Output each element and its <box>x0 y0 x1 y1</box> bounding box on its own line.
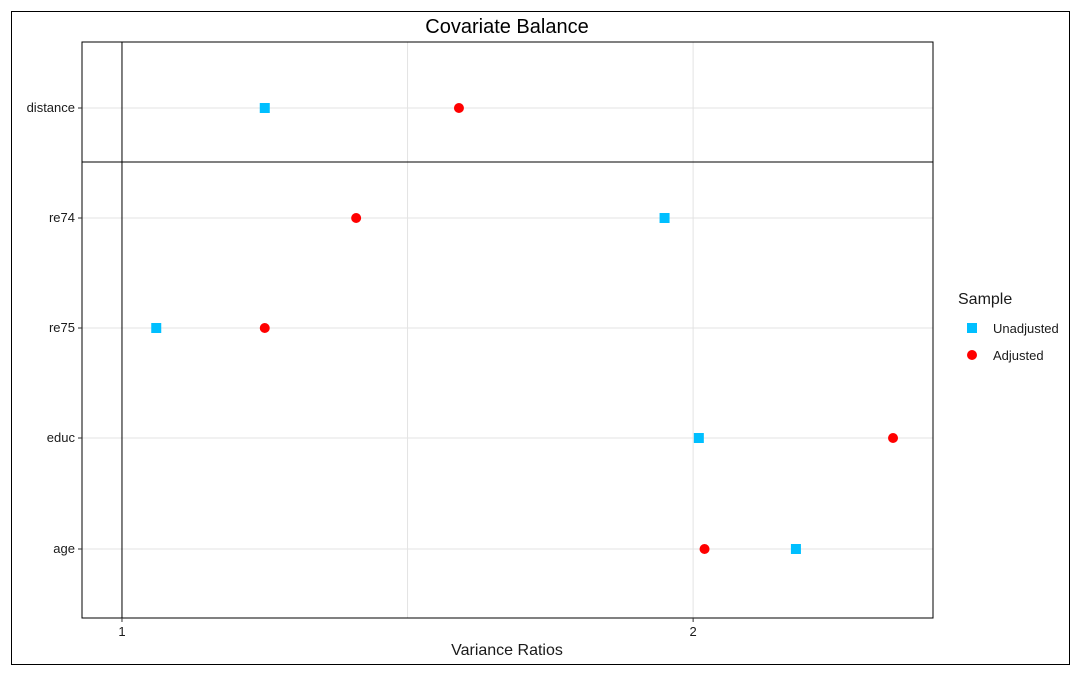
legend-title: Sample <box>958 291 1012 308</box>
point-adjusted-re74 <box>351 213 362 223</box>
y-tick-label: distance <box>27 100 75 115</box>
point-unadjusted-distance <box>259 103 270 113</box>
y-axis: distance re74 re75 educ age <box>27 100 82 556</box>
y-tick-label: age <box>53 541 75 556</box>
plot-panel <box>81 41 934 619</box>
legend-label-unadjusted: Unadjusted <box>993 321 1059 336</box>
chart-title: Covariate Balance <box>425 16 588 38</box>
point-adjusted-re75 <box>259 323 270 333</box>
legend: Sample Unadjusted Adjusted <box>958 291 1059 363</box>
point-unadjusted-re74 <box>659 213 670 223</box>
point-adjusted-educ <box>888 433 899 443</box>
point-unadjusted-age <box>790 544 801 554</box>
y-tick-label: re74 <box>49 210 75 225</box>
point-unadjusted-educ <box>693 433 704 443</box>
y-tick-label: educ <box>47 430 76 445</box>
y-tick-label: re75 <box>49 320 75 335</box>
legend-label-adjusted: Adjusted <box>993 348 1044 363</box>
legend-key-unadjusted <box>967 323 977 333</box>
x-tick-label: 2 <box>690 624 697 639</box>
point-adjusted-distance <box>453 103 464 113</box>
legend-key-adjusted <box>967 350 977 360</box>
legend-items: Unadjusted Adjusted <box>967 321 1059 363</box>
data-points <box>151 103 899 554</box>
grid-lines <box>82 42 933 618</box>
point-adjusted-age <box>699 544 710 554</box>
x-axis-label: Variance Ratios <box>451 642 563 659</box>
point-unadjusted-re75 <box>151 323 162 333</box>
x-tick-label: 1 <box>118 624 125 639</box>
covariate-balance-chart: Covariate Balance distance re74 re75 educ ag… <box>27 16 1059 659</box>
chart-frame: Covariate Balance distance re74 re75 educ ag… <box>11 11 1070 665</box>
